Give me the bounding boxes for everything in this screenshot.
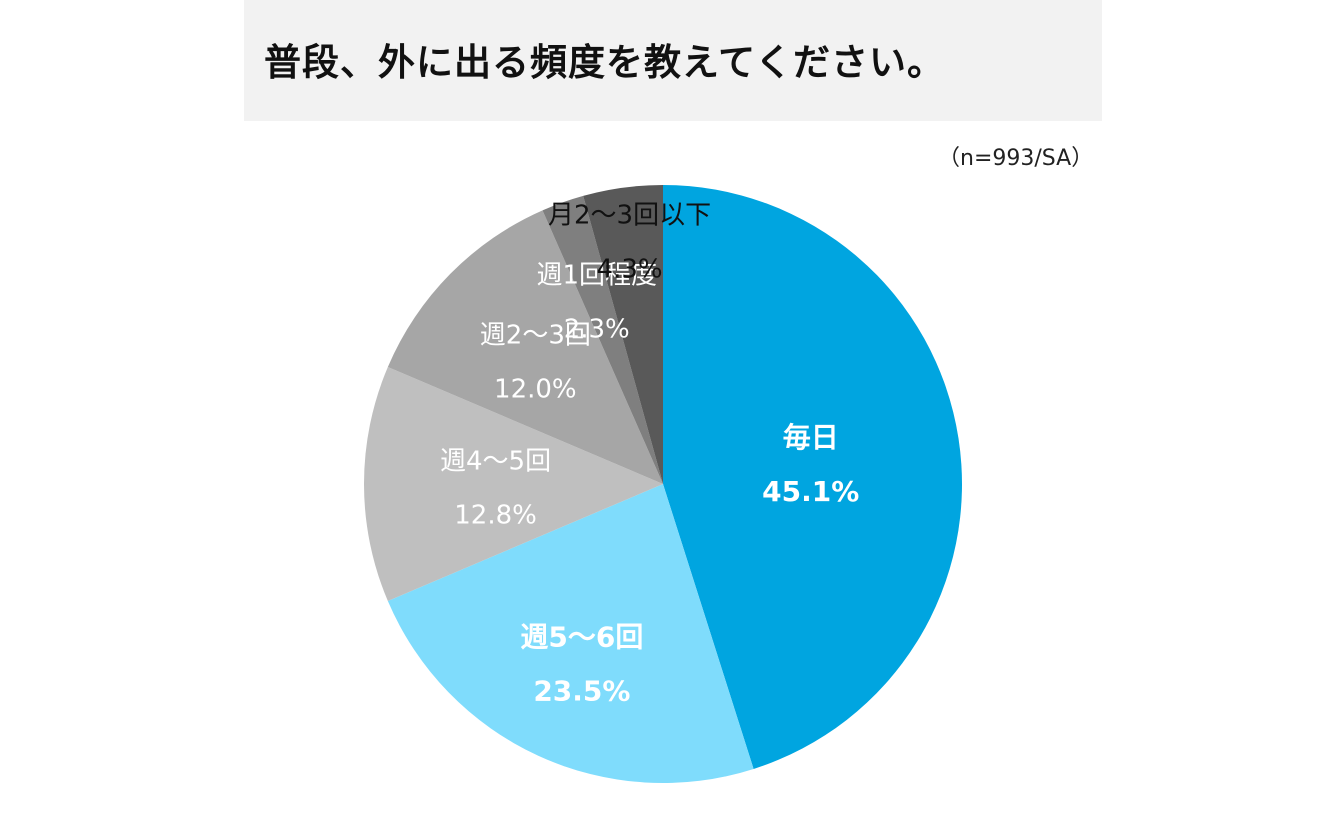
slice-value-label: 12.8%: [454, 501, 537, 531]
slice-category-label: 毎日: [783, 421, 839, 454]
slice-value-label: 45.1%: [762, 475, 859, 508]
chart-title: 普段、外に出る頻度を教えてください。: [264, 41, 946, 84]
sample-size-note: （n=993/SA）: [938, 146, 1094, 171]
slice-category-label: 月2〜3回以下: [548, 201, 711, 231]
slice-category-label: 週1回程度: [536, 261, 657, 291]
slice-category-label: 週2〜3回: [480, 320, 591, 350]
pie-slice: [364, 366, 663, 602]
slice-category-label: 週5〜6回: [520, 621, 643, 654]
slice-value-label: 4.3%: [597, 255, 663, 285]
title-box: 普段、外に出る頻度を教えてください。: [244, 0, 1102, 121]
pie-slice: [583, 185, 663, 484]
slice-value-label: 2.3%: [564, 315, 630, 345]
pie-slices: [364, 185, 962, 783]
pie-slice: [387, 484, 754, 783]
slice-value-label: 23.5%: [533, 675, 630, 708]
slice-value-label: 12.0%: [494, 374, 577, 404]
pie-slice: [663, 185, 962, 769]
pie-labels: 毎日 45.1% 週5〜6回 23.5% 週4〜5回 12.8% 週2〜3回 12.0% 週1回…: [440, 201, 859, 708]
slice-category-label: 週4〜5回: [440, 447, 551, 477]
pie-slice: [387, 210, 663, 484]
pie-slice: [542, 195, 663, 484]
